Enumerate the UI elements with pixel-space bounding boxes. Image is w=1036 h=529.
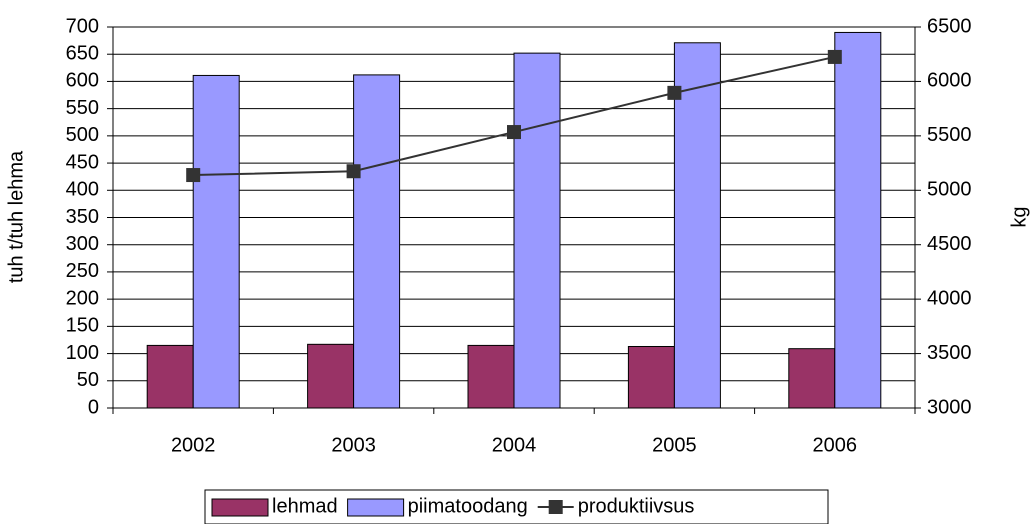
legend-label: lehmad [272,495,338,517]
y-tick-label: 650 [66,42,99,64]
marker [186,168,201,183]
y2-tick-label: 6500 [927,15,972,37]
y2-tick-label: 4000 [927,287,972,309]
y-tick-label: 550 [66,97,99,119]
y2-tick-label: 6000 [927,70,972,92]
bar [513,52,561,409]
y-tick-label: 0 [88,396,99,418]
legend-label: piimatoodang [408,495,528,517]
y-tick-label: 200 [66,287,99,309]
y-tick-label: 100 [66,342,99,364]
legend-marker [548,500,563,514]
x-tick-label: 2004 [492,434,537,456]
bar [307,343,355,409]
legend-label: produktiivsus [578,495,695,517]
marker [667,85,682,100]
y-tick-label: 250 [66,260,99,282]
bar [146,344,194,409]
bar [627,345,675,409]
legend-swatch [211,498,269,517]
bar [834,31,882,409]
y-tick-label: 500 [66,124,99,146]
y-tick-label: 400 [66,179,99,201]
x-tick-label: 2003 [331,434,376,456]
y-tick-label: 150 [66,315,99,337]
y2-tick-label: 5000 [927,179,972,201]
y2-tick-label: 5500 [927,124,972,146]
marker [827,49,842,64]
bar [673,42,721,409]
marker [346,164,361,179]
y-tick-label: 700 [66,15,99,37]
x-tick-label: 2002 [171,434,216,456]
x-tick-label: 2006 [813,434,858,456]
x-tick-label: 2005 [652,434,697,456]
marker [507,125,521,140]
y2-tick-label: 4500 [927,233,972,255]
y2-tick-label: 3000 [927,396,972,418]
y-tick-label: 350 [66,206,99,228]
y-axis-title: tuh t/tuh lehma [5,150,27,283]
y-tick-label: 300 [66,233,99,255]
bar [353,74,401,409]
y-tick-label: 50 [77,369,99,391]
bar [467,344,515,409]
legend-swatch [347,498,405,517]
y-tick-label: 600 [66,70,99,92]
bar [192,74,240,409]
bar [788,348,836,409]
y-tick-label: 450 [66,151,99,173]
y2-axis-title: kg [1008,206,1030,227]
y2-tick-label: 3500 [927,342,972,364]
